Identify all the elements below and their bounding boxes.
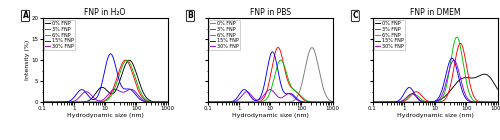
X-axis label: Hydrodynamic size (nm): Hydrodynamic size (nm) (66, 113, 144, 118)
Title: FNP in DMEM: FNP in DMEM (410, 8, 460, 17)
Title: FNP in PBS: FNP in PBS (250, 8, 290, 17)
Title: FNP in H₂O: FNP in H₂O (84, 8, 126, 17)
Text: A: A (22, 11, 28, 20)
Text: C: C (352, 11, 358, 20)
Legend: 0% FNP, 3% FNP, 6% FNP, 15% FNP, 30% FNP: 0% FNP, 3% FNP, 6% FNP, 15% FNP, 30% FNP (209, 20, 240, 51)
X-axis label: Hydrodynamic size (nm): Hydrodynamic size (nm) (396, 113, 473, 118)
X-axis label: Hydrodynamic size (nm): Hydrodynamic size (nm) (232, 113, 308, 118)
Legend: 0% FNP, 3% FNP, 6% FNP, 15% FNP, 30% FNP: 0% FNP, 3% FNP, 6% FNP, 15% FNP, 30% FNP (44, 20, 75, 51)
Legend: 0% FNP, 3% FNP, 6% FNP, 15% FNP, 30% FNP: 0% FNP, 3% FNP, 6% FNP, 15% FNP, 30% FNP (374, 20, 405, 51)
Y-axis label: Intensity (%): Intensity (%) (25, 40, 30, 80)
Text: B: B (188, 11, 194, 20)
